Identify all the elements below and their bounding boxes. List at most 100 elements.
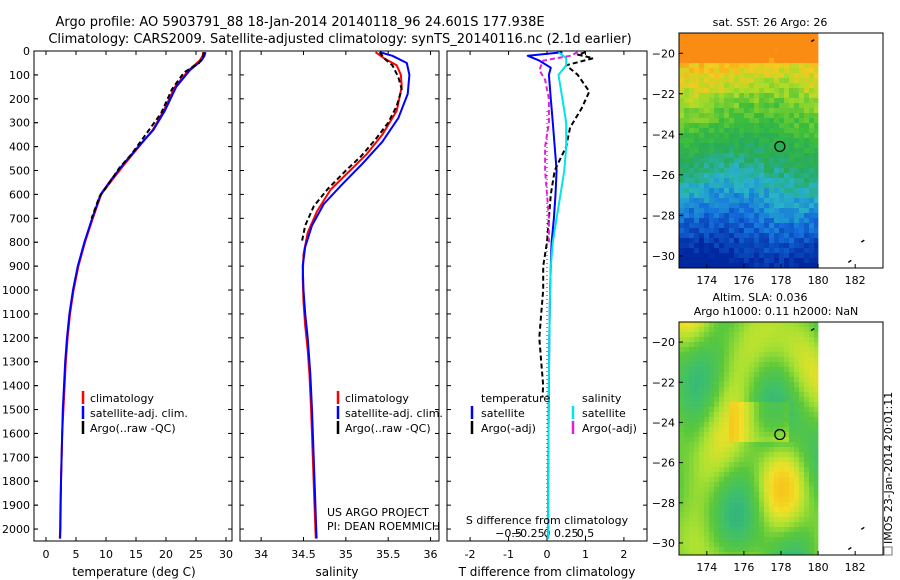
legend-label-satellite: satellite-adj. clim. [345, 407, 443, 420]
map-cell [784, 218, 790, 224]
map-cell [774, 38, 780, 44]
map-cell [709, 238, 715, 244]
map-cell [704, 88, 710, 94]
map-cell [769, 452, 775, 458]
depth-tick-label: 1700 [2, 451, 30, 464]
map-cell [714, 472, 720, 478]
map-cell [699, 342, 705, 348]
map-cell [799, 243, 805, 249]
map-cell [799, 397, 805, 403]
map-cell [814, 452, 819, 458]
map-cell [799, 422, 805, 428]
map-cell [699, 108, 705, 114]
map-cell [704, 203, 710, 209]
map-cell [729, 407, 735, 413]
map-cell [734, 522, 740, 528]
map-cell [684, 367, 690, 373]
map-cell [814, 248, 819, 254]
map-cell [729, 377, 735, 383]
map-cell [694, 377, 700, 383]
map-cell [704, 163, 710, 169]
map-cell [724, 113, 730, 119]
map-cells [679, 33, 819, 269]
map-cell [704, 158, 710, 164]
map-cell [719, 253, 725, 259]
map-cell [719, 402, 725, 408]
map-cell [814, 502, 819, 508]
map-cell [709, 43, 715, 49]
map-cell [769, 53, 775, 59]
map-cell [689, 58, 695, 64]
map-cell [714, 163, 720, 169]
map-cell [714, 417, 720, 423]
map-cell [759, 367, 765, 373]
map-cell [769, 88, 775, 94]
map-cell [784, 98, 790, 104]
map-cell [689, 223, 695, 229]
map-cell [784, 143, 790, 149]
map-cell [754, 88, 760, 94]
map-cell [739, 143, 745, 149]
map-cell [729, 522, 735, 528]
map-cell [739, 392, 745, 398]
map-cell [729, 437, 735, 443]
map-cell [699, 78, 705, 84]
map-cell [774, 103, 780, 109]
map-cell [729, 502, 735, 508]
map-cell [809, 63, 815, 69]
map-cell [689, 158, 695, 164]
map-cell [799, 552, 805, 556]
map-cell [749, 43, 755, 49]
map-cell [749, 427, 755, 433]
map-cell [719, 552, 725, 556]
map-cell [704, 38, 710, 44]
map-cell [779, 372, 785, 378]
map-cell [694, 502, 700, 508]
map-cell [779, 447, 785, 453]
map-cell [759, 467, 765, 473]
map-cell [714, 248, 720, 254]
map-cell [794, 492, 800, 498]
map-cell [749, 547, 755, 553]
map-cell [719, 248, 725, 254]
map-cell [739, 118, 745, 124]
map-cell [764, 552, 770, 556]
map-cell [729, 183, 735, 189]
map-cell [709, 392, 715, 398]
map-cell [709, 462, 715, 468]
map-cell [779, 58, 785, 64]
map-cell [799, 327, 805, 333]
map-cell [779, 342, 785, 348]
map-cell [734, 427, 740, 433]
map-cell [744, 457, 750, 463]
map-cell [814, 193, 819, 199]
map-cell [714, 332, 720, 338]
map-cell [704, 138, 710, 144]
map-cell [799, 158, 805, 164]
map-cell [739, 552, 745, 556]
map-cell [759, 88, 765, 94]
map-cell [804, 367, 810, 373]
map-cell [759, 218, 765, 224]
map-cell [744, 213, 750, 219]
map-cell [754, 442, 760, 448]
map-cell [714, 522, 720, 528]
map-cell [814, 138, 819, 144]
map-cell [724, 108, 730, 114]
map-cell [679, 402, 685, 408]
map-cell [779, 168, 785, 174]
x-tick-label: 2 [620, 548, 627, 561]
map-cell [744, 452, 750, 458]
map-cell [714, 113, 720, 119]
map-cell [789, 512, 795, 518]
map-cell [754, 402, 760, 408]
map-cell [729, 113, 735, 119]
map-cell [724, 367, 730, 373]
map-cell [754, 188, 760, 194]
map-cell [699, 507, 705, 513]
map-cell [689, 258, 695, 264]
map-cell [699, 412, 705, 418]
map-cell [804, 472, 810, 478]
map-cell [739, 362, 745, 368]
map-cell [774, 527, 780, 533]
